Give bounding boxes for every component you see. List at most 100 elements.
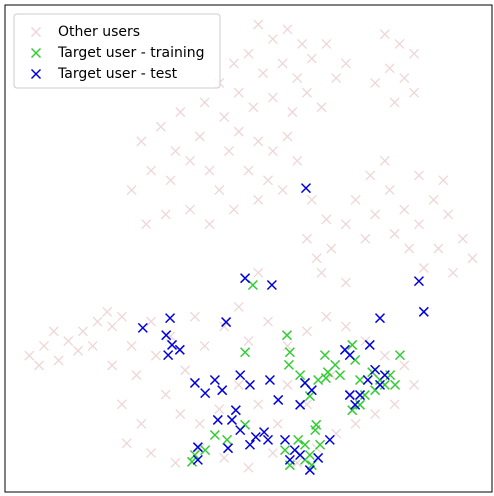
legend-box: [13, 13, 221, 89]
point: [226, 414, 237, 425]
point: [321, 214, 332, 225]
point: [354, 390, 366, 401]
point: [244, 439, 255, 450]
point: [295, 449, 306, 461]
point: [233, 126, 244, 137]
point: [263, 316, 273, 327]
point: [301, 87, 312, 98]
point: [292, 457, 303, 468]
point: [116, 311, 127, 322]
point: [287, 107, 298, 118]
point: [155, 121, 166, 132]
point: [370, 409, 381, 420]
point: [24, 350, 35, 361]
point: [170, 146, 181, 157]
point: [292, 73, 303, 84]
point: [394, 350, 405, 361]
point: [77, 326, 88, 337]
point: [189, 377, 200, 388]
point: [359, 390, 370, 401]
point: [340, 321, 351, 332]
point: [199, 97, 210, 108]
point: [354, 374, 366, 386]
point: [73, 345, 84, 356]
point: [107, 360, 118, 371]
point: [384, 185, 395, 196]
point: [295, 399, 306, 410]
point: [126, 185, 137, 196]
point: [87, 340, 98, 351]
point: [418, 263, 429, 273]
point: [347, 405, 358, 416]
point: [390, 379, 401, 390]
point: [214, 185, 225, 196]
point: [399, 73, 410, 84]
point: [277, 58, 288, 69]
point: [167, 339, 178, 350]
point: [282, 131, 293, 142]
point: [282, 340, 293, 351]
point: [185, 204, 196, 215]
point: [192, 454, 203, 465]
point: [233, 87, 244, 98]
point: [243, 462, 254, 473]
point: [389, 228, 400, 239]
point: [399, 204, 410, 215]
point: [384, 63, 395, 74]
point: [240, 273, 251, 284]
point: [279, 434, 291, 445]
point: [253, 19, 264, 30]
point: [53, 355, 64, 366]
point: [340, 58, 351, 69]
point: [370, 209, 381, 220]
point: [136, 136, 147, 147]
point: [34, 360, 45, 371]
point: [389, 97, 400, 108]
point: [243, 165, 254, 176]
point: [350, 194, 361, 205]
point: [340, 277, 351, 288]
point: [284, 347, 295, 358]
point: [389, 399, 400, 410]
point: [235, 425, 246, 436]
point: [243, 336, 254, 346]
point: [175, 107, 186, 118]
point: [273, 394, 284, 405]
point: [194, 131, 205, 142]
point: [141, 219, 152, 230]
point: [300, 183, 311, 194]
point: [163, 350, 174, 361]
point: [160, 389, 171, 400]
point: [233, 379, 244, 390]
point: [102, 306, 113, 317]
point: [160, 209, 171, 220]
point: [362, 374, 373, 386]
point: [306, 53, 317, 64]
point: [394, 39, 405, 49]
point: [319, 350, 330, 361]
point: [192, 442, 203, 453]
point: [92, 316, 103, 327]
point: [266, 279, 277, 291]
legend-label: Target user - test: [57, 66, 178, 82]
point: [370, 77, 381, 88]
point: [282, 379, 293, 390]
point: [222, 434, 233, 445]
point: [165, 175, 176, 186]
point: [379, 29, 390, 40]
point: [161, 330, 172, 341]
point: [354, 399, 366, 410]
point: [282, 24, 293, 35]
point: [301, 326, 312, 337]
point: [313, 374, 324, 386]
point: [293, 434, 304, 445]
point: [219, 452, 230, 463]
point: [253, 136, 264, 147]
point: [428, 194, 439, 205]
point: [365, 170, 376, 181]
point: [297, 39, 308, 49]
point: [299, 439, 311, 450]
point: [204, 165, 215, 176]
point: [315, 439, 326, 450]
legend-label: Other users: [58, 24, 140, 40]
